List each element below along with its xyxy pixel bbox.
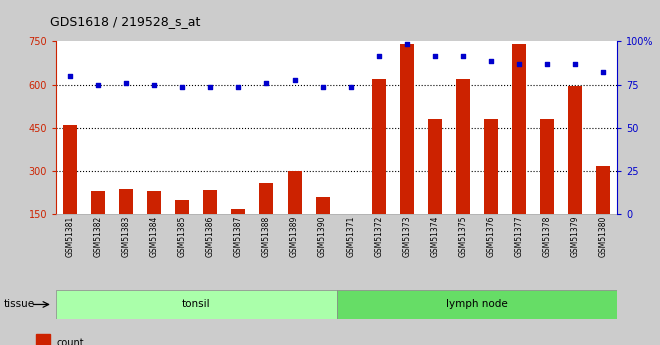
Point xyxy=(121,80,131,86)
Bar xyxy=(232,209,246,214)
Point xyxy=(289,77,300,83)
Point xyxy=(542,61,552,67)
Text: GSM51374: GSM51374 xyxy=(430,215,440,257)
Text: GSM51384: GSM51384 xyxy=(150,215,159,257)
Point xyxy=(401,41,412,47)
Point xyxy=(65,73,75,79)
Point xyxy=(149,82,160,87)
Point xyxy=(374,53,384,59)
Point xyxy=(430,53,440,59)
Bar xyxy=(288,171,302,214)
Bar xyxy=(147,191,161,214)
Text: lymph node: lymph node xyxy=(446,299,508,309)
Point xyxy=(345,84,356,90)
Bar xyxy=(315,197,329,214)
Text: GSM51389: GSM51389 xyxy=(290,215,299,257)
Point xyxy=(486,58,496,63)
Bar xyxy=(484,119,498,214)
Text: GSM51386: GSM51386 xyxy=(206,215,215,257)
Bar xyxy=(512,44,526,214)
Text: GSM51376: GSM51376 xyxy=(486,215,496,257)
Text: GDS1618 / 219528_s_at: GDS1618 / 219528_s_at xyxy=(50,14,200,28)
Bar xyxy=(337,290,617,319)
Text: GSM51379: GSM51379 xyxy=(570,215,579,257)
Bar xyxy=(91,191,105,214)
Text: GSM51381: GSM51381 xyxy=(65,215,75,257)
Point xyxy=(93,82,104,87)
Text: GSM51372: GSM51372 xyxy=(374,215,383,257)
Bar xyxy=(176,200,189,214)
Text: count: count xyxy=(56,338,84,345)
Point xyxy=(513,61,524,67)
Bar xyxy=(259,183,273,214)
Bar xyxy=(203,190,217,214)
Bar xyxy=(596,166,610,214)
Bar xyxy=(456,79,470,214)
Text: GSM51377: GSM51377 xyxy=(514,215,523,257)
Text: tonsil: tonsil xyxy=(182,299,211,309)
Text: GSM51387: GSM51387 xyxy=(234,215,243,257)
Bar xyxy=(119,189,133,214)
Point xyxy=(570,61,580,67)
Point xyxy=(261,80,272,86)
Bar xyxy=(36,334,49,345)
Text: GSM51373: GSM51373 xyxy=(402,215,411,257)
Point xyxy=(598,69,609,75)
Text: GSM51385: GSM51385 xyxy=(178,215,187,257)
Point xyxy=(457,53,468,59)
Text: GSM51382: GSM51382 xyxy=(94,215,103,257)
Text: tissue: tissue xyxy=(3,299,34,309)
Text: GSM51371: GSM51371 xyxy=(346,215,355,257)
Point xyxy=(177,84,187,90)
Bar xyxy=(400,44,414,214)
Bar xyxy=(428,119,442,214)
Text: GSM51380: GSM51380 xyxy=(599,215,608,257)
Text: GSM51375: GSM51375 xyxy=(458,215,467,257)
Text: GSM51378: GSM51378 xyxy=(543,215,552,257)
Point xyxy=(205,85,216,90)
Text: GSM51383: GSM51383 xyxy=(121,215,131,257)
Bar xyxy=(372,79,385,214)
Bar xyxy=(56,290,337,319)
Text: GSM51390: GSM51390 xyxy=(318,215,327,257)
Text: GSM51388: GSM51388 xyxy=(262,215,271,257)
Point xyxy=(317,84,328,90)
Bar xyxy=(540,119,554,214)
Point xyxy=(233,84,244,90)
Bar xyxy=(568,86,582,214)
Bar xyxy=(63,125,77,214)
